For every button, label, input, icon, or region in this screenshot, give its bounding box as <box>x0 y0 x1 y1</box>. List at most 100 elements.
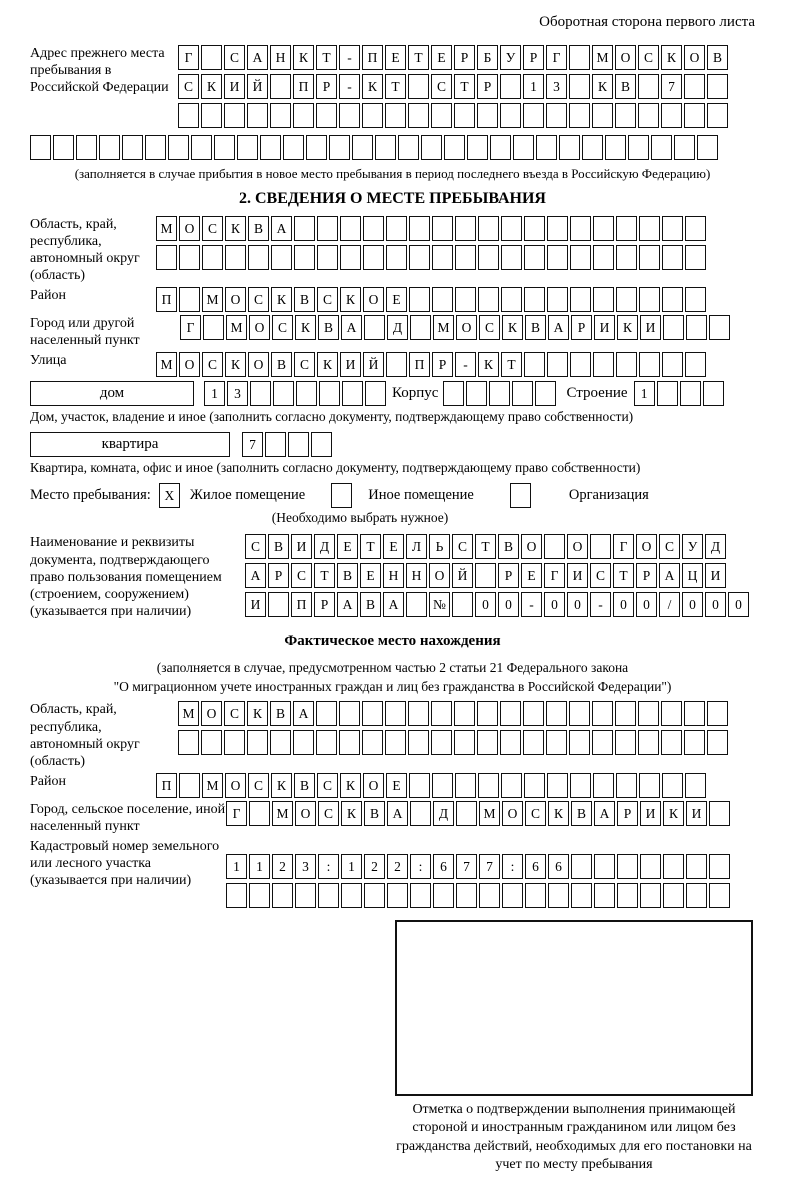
char-cell: Р <box>523 45 544 70</box>
char-cell: И <box>705 563 726 589</box>
char-cell <box>168 135 189 160</box>
fo-oblast-row-2[interactable] <box>178 730 730 756</box>
char-cell: Т <box>316 45 337 70</box>
char-cell: И <box>686 800 707 826</box>
char-cell: О <box>429 563 450 589</box>
checkbox-inoe[interactable] <box>331 483 354 509</box>
dom-caption: Дом, участок, владение и иное (заполнить… <box>30 409 634 425</box>
char-cell: О <box>225 287 246 313</box>
char-cell <box>295 882 316 908</box>
char-cell <box>590 534 611 560</box>
char-cell <box>615 701 636 727</box>
char-cell <box>546 730 567 756</box>
s2-oblast-row-2[interactable] <box>156 245 708 270</box>
char-cell: Н <box>406 563 427 589</box>
char-cell <box>524 287 545 313</box>
char-cell: К <box>362 74 383 99</box>
char-cell <box>662 245 683 270</box>
char-cell: К <box>592 74 613 99</box>
char-cell: В <box>270 701 291 727</box>
prev-address-row-3[interactable] <box>178 103 730 128</box>
char-cell <box>501 287 522 313</box>
char-cell <box>535 381 557 407</box>
checkbox-zhiloe[interactable]: X <box>158 483 182 509</box>
char-cell <box>477 730 498 756</box>
char-cell <box>201 103 222 128</box>
char-cell <box>431 103 452 128</box>
char-cell <box>203 315 224 341</box>
prev-address-row-4[interactable] <box>30 135 755 160</box>
char-cell <box>616 287 637 313</box>
char-cell: О <box>502 800 523 826</box>
stroenie-row[interactable]: 1 <box>633 381 726 407</box>
char-cell: Е <box>431 45 452 70</box>
char-cell <box>523 701 544 727</box>
char-cell <box>385 730 406 756</box>
char-cell <box>431 730 452 756</box>
char-cell: И <box>340 352 361 378</box>
char-cell <box>685 352 706 378</box>
checkbox-organizaciya[interactable] <box>509 483 533 509</box>
char-cell: В <box>364 800 385 826</box>
char-cell: М <box>592 45 613 70</box>
char-cell <box>616 772 637 798</box>
char-cell: Р <box>636 563 657 589</box>
mesto-caption: (Необходимо выбрать нужное) <box>271 510 449 526</box>
char-cell: О <box>363 772 384 798</box>
char-cell <box>271 245 292 270</box>
char-cell <box>500 701 521 727</box>
char-cell <box>709 800 730 826</box>
char-cell <box>559 135 580 160</box>
char-cell: Р <box>477 74 498 99</box>
doc-row-3[interactable]: И П Р А В А № 0 0-0 0-0 0/0 0 0 <box>245 592 751 618</box>
char-cell <box>76 135 97 160</box>
char-cell: П <box>156 287 177 313</box>
char-cell <box>500 74 521 99</box>
kvartira-number-row[interactable]: 7 <box>242 432 334 458</box>
char-cell: В <box>337 563 358 589</box>
char-cell: С <box>318 800 339 826</box>
char-cell <box>363 216 384 241</box>
char-cell <box>661 730 682 756</box>
char-cell: Е <box>386 772 407 798</box>
char-cell <box>571 853 592 879</box>
char-cell <box>662 216 683 241</box>
char-cell <box>640 882 661 908</box>
char-cell: Т <box>475 534 496 560</box>
char-cell: 1 <box>226 853 247 879</box>
char-cell <box>709 882 730 908</box>
char-cell <box>408 74 429 99</box>
char-cell <box>639 772 660 798</box>
char-cell <box>455 772 476 798</box>
char-cell <box>406 592 427 618</box>
char-cell: Р <box>314 592 335 618</box>
char-cell <box>685 772 706 798</box>
char-cell <box>272 882 293 908</box>
char-cell: В <box>707 45 728 70</box>
stamp-area: Отметка о подтверждении выполнения прини… <box>395 919 753 1175</box>
char-cell <box>501 245 522 270</box>
korpus-row[interactable] <box>443 381 558 407</box>
char-cell: А <box>247 45 268 70</box>
char-cell: 1 <box>633 381 655 407</box>
char-cell <box>398 135 419 160</box>
prev-address-label: Адрес прежнего места пребывания в Россий… <box>30 46 169 96</box>
char-cell: К <box>317 352 338 378</box>
char-cell: В <box>525 315 546 341</box>
fo-kadastr-row-2[interactable] <box>226 882 732 908</box>
